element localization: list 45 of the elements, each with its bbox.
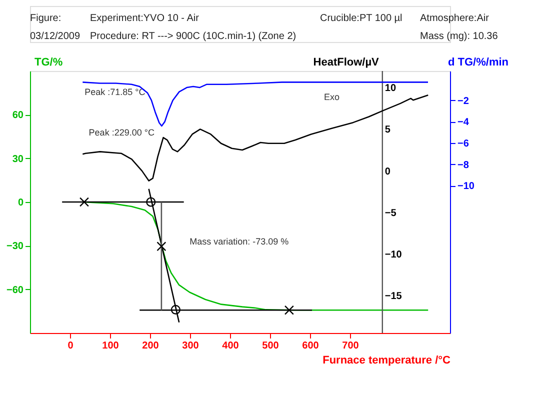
- y3-tick-label: −2: [458, 96, 470, 107]
- annotation: Peak :229.00 °C: [88, 128, 155, 138]
- y-tick-label: 60: [12, 110, 24, 122]
- y2-tick-label: −5: [384, 208, 397, 219]
- line-series: [82, 94, 429, 182]
- y3-tick-label: −6: [458, 138, 470, 150]
- x-tick-label: 500: [262, 340, 280, 352]
- y2-tick-label: 10: [384, 83, 396, 94]
- y3-tick-label: −4: [458, 117, 470, 128]
- x-tick-label: 100: [102, 340, 120, 352]
- text: Atmosphere:Air: [420, 13, 490, 24]
- y2-axis-title: HeatFlow/µV: [313, 56, 380, 68]
- y2-tick-label: 5: [384, 124, 391, 136]
- y-tick-label: 0: [18, 198, 24, 208]
- y2-tick-label: −15: [384, 291, 402, 302]
- y3-tick-label: −8: [458, 160, 470, 171]
- y2-tick-label: 0: [384, 166, 391, 178]
- x-tick-label: 600: [302, 340, 320, 352]
- point: [79, 197, 90, 207]
- y3-tick-label: −10: [458, 181, 475, 192]
- y-tick-label: −60: [6, 284, 24, 296]
- text: Procedure: RT ---> 900C (10C.min-1) (Zone 2): [90, 31, 296, 42]
- y-axis-title: TG/%: [34, 56, 63, 68]
- text: Experiment:YVO 10 - Air: [90, 13, 200, 24]
- y-tick-label: 30: [12, 154, 24, 165]
- text: Crucible:PT 100 µl: [320, 13, 402, 24]
- x-tick-label: 300: [182, 340, 200, 352]
- x-tick-label: 700: [342, 340, 360, 352]
- x-tick-label: 400: [222, 340, 240, 352]
- y3-axis-title: d TG/%/min: [448, 56, 509, 68]
- point: [146, 197, 156, 207]
- y-tick-label: −30: [6, 241, 24, 252]
- x-tick-label: 200: [142, 340, 160, 352]
- annotation: Mass variation: -73.09 %: [190, 236, 289, 246]
- text: Figure:: [30, 13, 62, 24]
- point: [170, 304, 180, 314]
- line-series: [82, 82, 429, 127]
- x-axis-title: Furnace temperature /°C: [322, 354, 451, 366]
- annotation: Exo: [324, 92, 340, 102]
- text: 03/12/2009: [30, 31, 80, 42]
- point: [284, 305, 294, 315]
- point: [156, 242, 166, 252]
- text: Mass (mg): 10.36: [420, 31, 498, 42]
- y2-tick-label: −10: [384, 249, 402, 260]
- x-tick-label: 0: [68, 340, 74, 352]
